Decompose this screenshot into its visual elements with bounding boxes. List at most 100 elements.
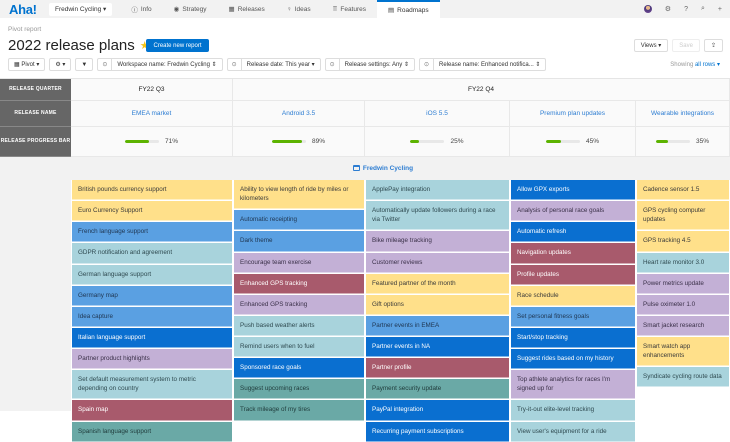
release-link[interactable]: iOS 5.5 (365, 101, 510, 127)
feature-card[interactable]: Euro Currency Support (72, 201, 232, 222)
feature-card[interactable]: Automatic receipting (234, 210, 364, 231)
filter-toggle-icon[interactable]: ⊙ (420, 59, 435, 70)
feature-card[interactable]: German language support (72, 264, 232, 285)
tab-ideas[interactable]: ♀ Ideas (276, 0, 322, 18)
filter-toggle-icon[interactable]: ⊙ (228, 59, 242, 70)
filter-release-settings[interactable]: ⊙ Release settings: Any ⇕ (324, 58, 416, 71)
settings-icon[interactable]: ⚙ (664, 6, 672, 13)
feature-card[interactable]: GPS cycling computer updates (637, 201, 729, 231)
feature-card[interactable]: Enhanced GPS tracking (234, 273, 364, 294)
feature-card[interactable]: ApplePay integration (366, 180, 509, 201)
feature-card[interactable]: Idea capture (72, 306, 232, 327)
feature-card[interactable]: Sponsored race goals (234, 358, 364, 379)
help-icon[interactable]: ? (684, 5, 688, 13)
release-link[interactable]: Premium plan updates (510, 101, 636, 127)
filter-toggle-icon[interactable]: ⊙ (326, 59, 340, 70)
feature-card[interactable]: Spain map (72, 400, 232, 421)
filter-button[interactable]: ▼ (75, 58, 94, 71)
feature-card[interactable]: View user's equipment for a ride (511, 421, 635, 442)
feature-card[interactable]: Syndicate cycling route data (637, 367, 729, 388)
feature-card[interactable]: Suggest upcoming races (234, 379, 364, 400)
filter-release-name[interactable]: ⊙ Release name: Enhanced notifica... ⇕ (419, 58, 547, 71)
tab-roadmaps[interactable]: ▤ Roadmaps (377, 0, 440, 18)
feature-card[interactable]: Track mileage of my tires (234, 400, 364, 421)
tab-releases[interactable]: ▦ Releases (218, 0, 276, 18)
feature-card[interactable]: Remind users when to fuel (234, 337, 364, 358)
filter-label[interactable]: Release settings: Any ⇕ (344, 62, 410, 68)
feature-card[interactable]: Push based weather alerts (234, 315, 364, 336)
release-link[interactable]: EMEA market (71, 101, 233, 127)
workspace-selector[interactable]: Fredwin Cycling ▾ (49, 2, 113, 16)
aha-logo[interactable]: Aha! (9, 1, 37, 17)
feature-card[interactable]: Germany map (72, 285, 232, 306)
add-icon[interactable]: + (717, 5, 722, 13)
settings-dropdown[interactable]: ⚙ ▾ (49, 58, 72, 71)
filter-release-date[interactable]: ⊙ Release date: This year ▾ (226, 58, 321, 71)
feature-card[interactable]: Set personal fitness goals (511, 306, 635, 327)
feature-card[interactable]: Partner events in NA (366, 337, 509, 358)
filter-label[interactable]: Release date: This year ▾ (246, 62, 315, 68)
feature-card[interactable]: Partner events in EMEA (366, 315, 509, 336)
filter-workspace-name[interactable]: ⊙ Workspace name: Fredwin Cycling ⇕ (97, 58, 223, 71)
views-button[interactable]: Views ▾ (633, 39, 669, 52)
feature-card[interactable]: Smart watch app enhancements (637, 337, 729, 367)
filter-toggle-icon[interactable]: ⊙ (98, 59, 113, 70)
all-rows-link[interactable]: all rows ▾ (694, 62, 720, 68)
feature-card[interactable]: Automatically update followers during a … (366, 201, 509, 231)
release-link[interactable]: Android 3.5 (233, 101, 365, 127)
export-button[interactable]: ⇪ (703, 39, 723, 52)
breadcrumb[interactable]: Pivot report (8, 26, 42, 33)
feature-card[interactable]: Race schedule (511, 285, 635, 306)
filter-label[interactable]: Workspace name: Fredwin Cycling ⇕ (117, 62, 217, 68)
user-avatar[interactable] (643, 5, 652, 13)
feature-card[interactable]: Set default measurement system to metric… (72, 370, 232, 400)
feature-card[interactable]: British pounds currency support (72, 180, 232, 201)
feature-card[interactable]: GDPR notification and agreement (72, 243, 232, 264)
feature-card[interactable]: Partner profile (366, 358, 509, 379)
feature-card[interactable]: Encourage team exercise (234, 252, 364, 273)
search-icon[interactable]: ⌕ (700, 5, 705, 12)
workspace-group-link[interactable]: Fredwin Cycling (352, 165, 413, 172)
feature-card[interactable]: Automatic refresh (511, 222, 635, 243)
feature-card[interactable]: Profile updates (511, 264, 635, 285)
feature-card[interactable]: Pulse oximeter 1.0 (637, 294, 729, 315)
progress-cell: 45% (510, 127, 636, 157)
tab-features[interactable]: ⠿ Features (322, 0, 377, 18)
feature-card[interactable]: French language support (72, 222, 232, 243)
feature-card[interactable]: Italian language support (72, 327, 232, 348)
create-new-report-button[interactable]: Create new report (146, 39, 209, 52)
feature-card[interactable]: Start/stop tracking (511, 327, 635, 348)
feature-card[interactable]: Heart rate monitor 3.0 (637, 252, 729, 273)
top-nav: Aha! Fredwin Cycling ▾ ⓘ Info ◉ Strategy ▦… (0, 0, 730, 18)
tab-info[interactable]: ⓘ Info (120, 0, 162, 18)
filter-label[interactable]: Release name: Enhanced notifica... ⇕ (439, 62, 541, 68)
feature-card[interactable]: Payment security update (366, 379, 509, 400)
feature-card[interactable]: Analysis of personal race goals (511, 201, 635, 222)
feature-card[interactable]: Dark theme (234, 231, 364, 252)
feature-card[interactable]: Partner product highlights (72, 349, 232, 370)
release-link[interactable]: Wearable integrations (636, 101, 730, 127)
feature-card[interactable]: Smart jacket research (637, 315, 729, 336)
star-icon[interactable]: ★ (139, 40, 150, 52)
pivot-button[interactable]: ▦ Pivot ▾ (8, 58, 46, 71)
save-button[interactable]: Save (672, 39, 700, 52)
feature-card[interactable]: Power metrics update (637, 273, 729, 294)
feature-card[interactable]: Navigation updates (511, 243, 635, 264)
feature-card[interactable]: Top athlete analytics for races I'm sign… (511, 370, 635, 400)
feature-card[interactable]: Customer reviews (366, 252, 509, 273)
feature-card[interactable]: Ability to view length of ride by miles … (234, 180, 364, 210)
feature-card[interactable]: Suggest rides based on my history (511, 349, 635, 370)
feature-card[interactable]: Try-it-out elite-level tracking (511, 400, 635, 421)
feature-card[interactable]: PayPal integration (366, 400, 509, 421)
feature-card[interactable]: Spanish language support (72, 421, 232, 442)
tab-strategy[interactable]: ◉ Strategy (163, 0, 218, 18)
feature-card[interactable]: Cadence sensor 1.5 (637, 180, 729, 201)
feature-card[interactable]: Enhanced GPS tracking (234, 294, 364, 315)
feature-card[interactable]: Gift options (366, 294, 509, 315)
feature-card[interactable]: Recurring payment subscriptions (366, 421, 509, 442)
feature-card[interactable]: Featured partner of the month (366, 273, 509, 294)
feature-card[interactable]: GPS tracking 4.5 (637, 231, 729, 252)
feature-card[interactable]: Allow GPX exports (511, 180, 635, 201)
feature-card[interactable]: Bike mileage tracking (366, 231, 509, 252)
tab-label: Strategy (182, 5, 207, 13)
